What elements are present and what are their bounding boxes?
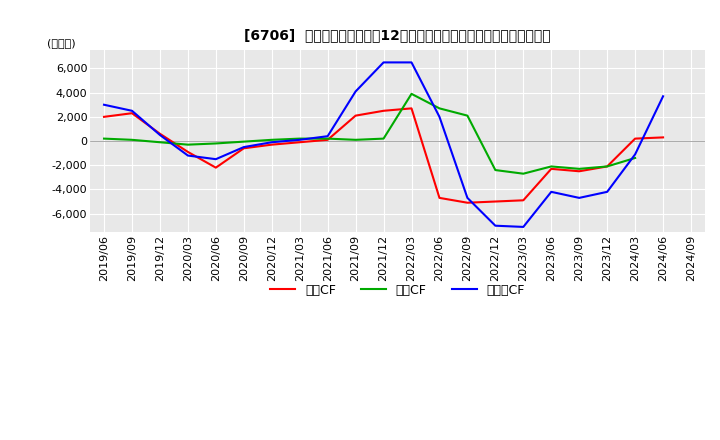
投資CF <box>379 136 388 141</box>
営業CF <box>323 137 332 143</box>
営業CF <box>379 108 388 114</box>
投資CF <box>212 141 220 146</box>
投資CF <box>240 139 248 144</box>
フリーCF <box>156 132 164 138</box>
投資CF <box>435 106 444 111</box>
営業CF <box>659 135 667 140</box>
フリーCF <box>184 153 192 158</box>
Line: フリーCF: フリーCF <box>104 62 663 227</box>
投資CF <box>547 164 556 169</box>
投資CF <box>519 171 528 176</box>
フリーCF <box>127 108 136 114</box>
営業CF <box>603 164 611 169</box>
フリーCF <box>491 223 500 228</box>
営業CF <box>295 139 304 145</box>
Title: [6706]  キャッシュフローの12か月移動合計の対前年同期増減額の推移: [6706] キャッシュフローの12か月移動合計の対前年同期増減額の推移 <box>244 28 551 42</box>
投資CF <box>575 166 583 172</box>
営業CF <box>463 200 472 205</box>
営業CF <box>240 146 248 151</box>
営業CF <box>435 195 444 201</box>
投資CF <box>127 137 136 143</box>
Text: (百万円): (百万円) <box>47 38 76 48</box>
営業CF <box>212 165 220 170</box>
フリーCF <box>463 195 472 201</box>
営業CF <box>184 149 192 154</box>
フリーCF <box>631 152 639 157</box>
投資CF <box>267 137 276 143</box>
投資CF <box>295 136 304 141</box>
投資CF <box>99 136 108 141</box>
投資CF <box>603 164 611 169</box>
Line: 投資CF: 投資CF <box>104 94 635 174</box>
フリーCF <box>212 157 220 162</box>
投資CF <box>156 139 164 145</box>
営業CF <box>156 131 164 136</box>
営業CF <box>99 114 108 120</box>
営業CF <box>127 110 136 116</box>
営業CF <box>547 166 556 172</box>
フリーCF <box>267 139 276 145</box>
フリーCF <box>575 195 583 201</box>
投資CF <box>631 155 639 161</box>
フリーCF <box>603 189 611 194</box>
営業CF <box>491 199 500 204</box>
フリーCF <box>295 137 304 143</box>
フリーCF <box>408 60 416 65</box>
フリーCF <box>435 114 444 120</box>
営業CF <box>519 198 528 203</box>
フリーCF <box>659 94 667 99</box>
営業CF <box>631 136 639 141</box>
投資CF <box>351 137 360 143</box>
フリーCF <box>99 102 108 107</box>
フリーCF <box>240 144 248 150</box>
営業CF <box>351 113 360 118</box>
フリーCF <box>323 134 332 139</box>
フリーCF <box>547 189 556 194</box>
Line: 営業CF: 営業CF <box>104 108 663 203</box>
投資CF <box>323 136 332 141</box>
投資CF <box>463 113 472 118</box>
フリーCF <box>379 60 388 65</box>
フリーCF <box>351 89 360 94</box>
営業CF <box>408 106 416 111</box>
投資CF <box>408 91 416 96</box>
投資CF <box>491 168 500 173</box>
営業CF <box>267 142 276 147</box>
営業CF <box>575 169 583 174</box>
フリーCF <box>519 224 528 230</box>
Legend: 営業CF, 投資CF, フリーCF: 営業CF, 投資CF, フリーCF <box>265 279 530 302</box>
投資CF <box>184 142 192 147</box>
